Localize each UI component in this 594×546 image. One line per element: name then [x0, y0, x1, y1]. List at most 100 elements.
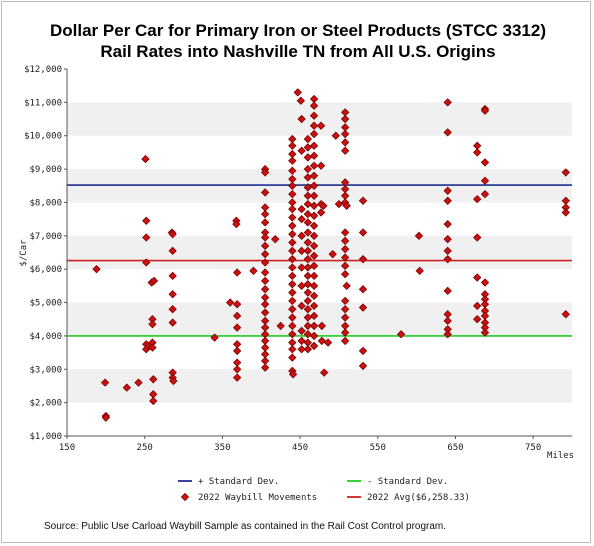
data-point [142, 216, 151, 225]
data-point [473, 233, 482, 242]
data-point [293, 88, 302, 97]
x-tick-label: 350 [214, 443, 230, 453]
data-point [309, 231, 319, 240]
data-point [288, 313, 297, 322]
data-point [288, 221, 297, 230]
data-point [169, 376, 178, 386]
data-point [101, 413, 111, 422]
data-point [319, 201, 328, 210]
data-point [414, 231, 424, 240]
data-point [142, 258, 151, 267]
data-point [358, 285, 368, 294]
data-point [309, 221, 319, 230]
data-point [297, 301, 306, 311]
data-point [473, 194, 482, 204]
grid-band [67, 369, 572, 403]
data-point [309, 341, 319, 351]
data-point [232, 323, 242, 332]
data-point [297, 114, 306, 124]
data-point [303, 345, 313, 354]
chart-title-line-1: Dollar Per Car for Primary Iron or Steel… [50, 21, 546, 40]
data-point [303, 199, 313, 209]
data-point [288, 271, 297, 281]
data-point [260, 218, 270, 227]
data-point [443, 219, 452, 229]
data-point [149, 396, 158, 406]
data-point [358, 303, 368, 312]
data-point [309, 121, 319, 130]
data-point [260, 188, 270, 197]
data-point [309, 331, 319, 341]
data-point [148, 320, 157, 329]
data-point [340, 253, 350, 262]
data-point [303, 305, 313, 314]
data-point [232, 311, 242, 321]
data-point [260, 258, 270, 267]
data-point [342, 201, 351, 210]
data-point [309, 141, 319, 150]
data-point [260, 276, 270, 286]
legend-swatch-marker [180, 492, 190, 502]
data-point [473, 148, 482, 157]
data-point [232, 268, 242, 277]
data-point [168, 305, 177, 314]
data-point [297, 246, 306, 255]
data-point [210, 333, 219, 342]
x-tick-label: 450 [292, 443, 308, 453]
data-point [303, 288, 313, 297]
data-point [122, 383, 131, 392]
x-tick-label: 250 [137, 443, 153, 453]
data-point [288, 181, 297, 190]
data-point [288, 156, 297, 165]
data-point [443, 255, 452, 264]
data-point [249, 266, 258, 276]
data-point [297, 214, 306, 224]
data-point [288, 255, 297, 264]
data-point [288, 246, 297, 255]
y-tick-labels: $1,000 $2,000 $3,000 $4,000 $5,000 $6,000 $7,0… [24, 65, 67, 442]
data-point [303, 271, 313, 281]
data-point [100, 378, 110, 387]
data-point [340, 313, 350, 322]
data-point [303, 173, 313, 182]
data-point [303, 330, 313, 339]
data-point [303, 153, 313, 162]
data-point [340, 305, 350, 314]
data-point [309, 191, 319, 200]
data-point [303, 246, 313, 255]
y-tick-label: $5,000 [29, 299, 62, 309]
data-point [260, 268, 270, 277]
x-tick-label: 750 [525, 443, 541, 453]
data-point [288, 353, 297, 362]
data-point [168, 246, 177, 255]
data-point [561, 310, 570, 319]
data-point [480, 278, 490, 287]
data-point [309, 129, 319, 139]
data-point [260, 233, 270, 242]
data-point [340, 138, 350, 147]
y-tick-label: $4,000 [29, 332, 62, 342]
data-point [168, 271, 177, 281]
data-point [288, 370, 298, 379]
data-point [288, 321, 297, 331]
legend-label: 2022 Avg($6,258.33) [367, 493, 470, 503]
data-point [142, 233, 151, 242]
data-point [260, 285, 270, 294]
data-point [316, 121, 326, 130]
y-tick-label: $3,000 [29, 365, 62, 375]
data-point [276, 321, 285, 331]
data-point [288, 189, 297, 199]
data-point [316, 208, 326, 217]
data-point [309, 151, 319, 160]
data-point [396, 330, 406, 339]
data-point [340, 270, 350, 279]
data-point [331, 131, 340, 140]
data-point [260, 300, 270, 309]
plot-axes [66, 69, 572, 437]
data-point [309, 321, 319, 331]
data-point [309, 281, 319, 291]
y-tick-label: $6,000 [29, 265, 62, 275]
data-point [297, 146, 306, 155]
data-point [480, 158, 490, 167]
y-tick-label: $7,000 [29, 232, 62, 242]
